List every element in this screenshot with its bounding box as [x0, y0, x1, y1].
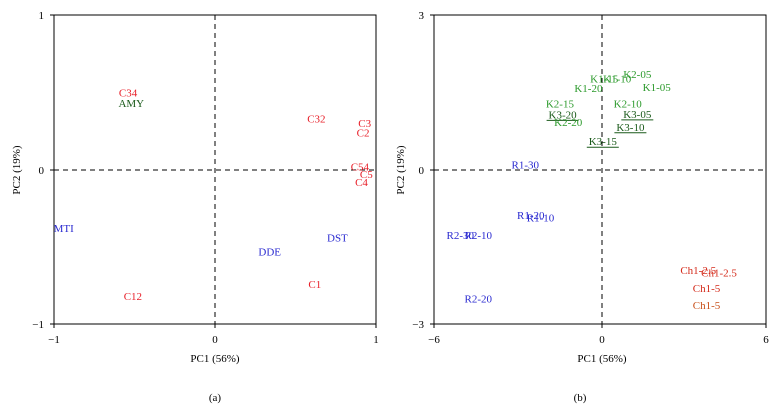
panel-a-ytick-0: 1 [39, 10, 45, 22]
panel-a-point-label: C12 [124, 291, 142, 303]
panel-a-point-label: C1 [308, 279, 321, 291]
panel-b-point-label: K1-20 [574, 83, 603, 95]
panel-b-point-label: K1-15 [590, 73, 619, 85]
panel-a-ylabel: PC2 (19%) [11, 145, 23, 195]
panel-b-xtick-0: −6 [428, 334, 440, 346]
panel-a-point-label: C3 [358, 118, 371, 130]
panel-a-xtick-2: 1 [373, 334, 379, 346]
panel-a-point-label: C4 [355, 177, 368, 189]
panel-b-xtick-1: 0 [599, 334, 605, 346]
panel-a-point-label: C5 [360, 169, 373, 181]
panel-b-label: (b) [574, 392, 587, 404]
panel-a-xlabel: PC1 (56%) [190, 353, 240, 365]
panel-a-xtick-0: −1 [48, 334, 60, 346]
panel-b-point-label: R2-30 [447, 230, 475, 242]
panel-b-point-label: R1-20 [517, 210, 545, 222]
panel-a-point-label: C2 [357, 127, 370, 139]
panel-a-xtick-1: 0 [212, 334, 218, 346]
panel-a-point-label: C32 [307, 114, 325, 126]
panel-b-ytick-1: 0 [419, 165, 425, 177]
panel-a-label: (a) [209, 392, 222, 404]
panel-b: −6 0 6 3 0 −3 PC1 (56%) PC2 (19%) (b) K2… [395, 10, 769, 404]
panel-b-point-label: K3-05 [623, 109, 652, 121]
panel-b-point-label: K2-05 [623, 69, 652, 81]
panel-a-point-label: DDE [258, 246, 281, 258]
panel-b-point-label: K2-15 [546, 99, 575, 111]
panel-b-xtick-2: 6 [763, 334, 769, 346]
panel-b-point-label: R1-30 [512, 159, 540, 171]
panel-b-point-label: K1-05 [643, 82, 672, 94]
panel-a: −1 0 1 1 0 −1 PC1 (56%) PC2 (19%) (a) C3… [11, 10, 379, 404]
panel-b-point-label: Ch1-5 [693, 300, 721, 312]
panel-b-point-label: K3-15 [589, 136, 618, 148]
panel-b-point-label: Ch1-2.5 [701, 268, 737, 280]
panel-a-point-label: DST [327, 233, 348, 245]
panel-b-point-label: K2-20 [554, 117, 583, 129]
panel-b-point-label: K1-10 [603, 73, 632, 85]
panel-b-point-label: R1-10 [527, 212, 555, 224]
panel-b-point-label: K3-10 [616, 122, 645, 134]
panel-b-ytick-2: −3 [412, 319, 424, 331]
panel-b-point-label: Ch1-5 [693, 283, 721, 295]
panel-b-point-label: R2-20 [465, 293, 493, 305]
panel-b-point-label: K3-20 [549, 109, 578, 121]
panel-b-point-label: K2-10 [614, 99, 643, 111]
panel-b-xlabel: PC1 (56%) [577, 353, 627, 365]
panel-a-point-label: MTI [54, 223, 75, 235]
panel-a-ytick-1: 0 [39, 165, 45, 177]
panel-b-point-label: R2-10 [465, 230, 493, 242]
panel-a-point-label: C34 [119, 87, 138, 99]
panel-a-point-label: AMY [118, 98, 144, 110]
panel-b-point-label: Ch1-2.5 [680, 265, 716, 277]
panel-b-ytick-0: 3 [419, 10, 425, 22]
panel-a-point-label: C54 [351, 161, 370, 173]
panel-b-ylabel: PC2 (19%) [395, 145, 407, 195]
panel-a-ytick-2: −1 [32, 319, 44, 331]
